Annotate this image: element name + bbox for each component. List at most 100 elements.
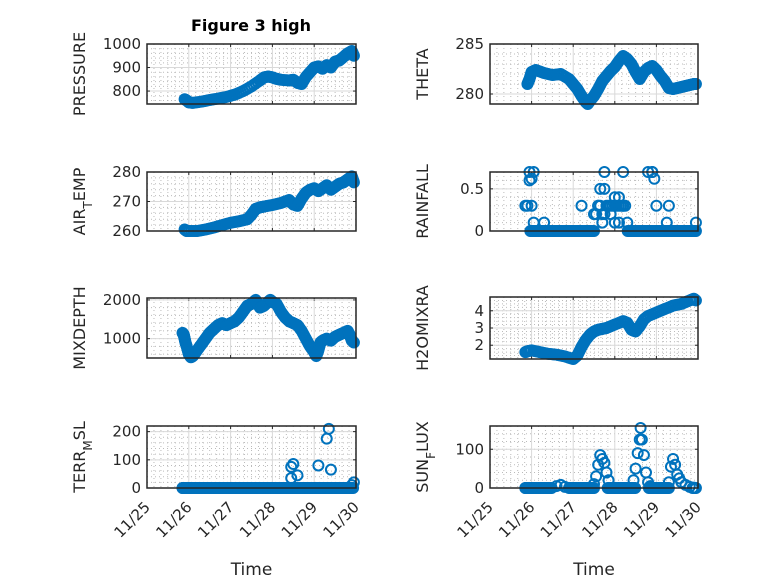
x-tick-label: 11/27 xyxy=(537,498,580,541)
axes-h2omixra: 234 H2OMIXRA xyxy=(413,285,702,371)
data-point xyxy=(592,199,605,212)
data-point xyxy=(637,449,650,462)
data-point xyxy=(312,459,325,472)
y-tick-label: 280 xyxy=(455,85,484,103)
x-tick-label: 11/26 xyxy=(495,498,538,541)
axes-mixdepth: 1000 2000 MIXDEPTH xyxy=(70,286,360,370)
y-axis-label: AIRTEMP xyxy=(70,167,95,235)
y-tick-label: 1000 xyxy=(103,35,141,53)
y-axis-label: PRESSURE xyxy=(70,32,89,116)
data-point xyxy=(689,78,702,90)
data-point xyxy=(635,433,648,446)
data-point xyxy=(600,466,613,479)
y-axis-label: THETA xyxy=(413,48,432,100)
data-point xyxy=(525,172,538,185)
data-point xyxy=(590,470,603,483)
axes-box xyxy=(146,43,357,105)
data-point xyxy=(285,460,298,473)
axes-box xyxy=(489,296,699,360)
y-tick-label: 1000 xyxy=(103,330,141,348)
axes-box xyxy=(489,171,699,232)
data-point xyxy=(291,469,304,482)
axes-pressure: 800 900 1000 PRESSURE xyxy=(70,32,360,116)
data-point xyxy=(667,452,680,465)
data-point xyxy=(634,421,647,434)
data-point xyxy=(650,199,663,212)
y-axis-label: H2OMIXRA xyxy=(413,285,432,371)
data-point xyxy=(608,191,621,204)
plot-area xyxy=(147,426,356,488)
data-point xyxy=(629,462,642,475)
data-point xyxy=(689,294,702,307)
x-tick-label: 11/25 xyxy=(454,498,497,541)
y-tick-label: 200 xyxy=(112,423,141,441)
y-tick-label: 3 xyxy=(474,319,484,337)
data-point xyxy=(347,176,360,189)
data-point xyxy=(631,447,644,460)
axes-theta: 280 285 THETA xyxy=(413,35,702,110)
x-axis-label: Time xyxy=(230,560,273,580)
axes-air_temp: 260 270 280 AIRTEMP xyxy=(70,163,360,240)
series-air_temp xyxy=(178,170,360,237)
y-tick-label: 285 xyxy=(455,35,484,53)
y-axis-label: SUNFLUX xyxy=(413,421,438,493)
series-theta xyxy=(521,50,702,110)
data-point xyxy=(347,49,360,62)
data-point xyxy=(324,463,337,476)
figure-title: Figure 3 high xyxy=(191,16,311,35)
x-tick-label: 11/26 xyxy=(152,498,195,541)
x-tick-label: 11/28 xyxy=(236,498,279,541)
axes-box xyxy=(489,425,699,489)
data-point xyxy=(525,199,538,212)
y-tick-label: 270 xyxy=(112,193,141,211)
series-mixdepth xyxy=(176,293,360,364)
axes-box xyxy=(146,425,357,489)
data-point xyxy=(521,199,534,212)
data-point xyxy=(608,216,621,229)
y-axis-label: MIXDEPTH xyxy=(70,286,89,369)
y-tick-label: 260 xyxy=(112,222,141,240)
x-tick-label: 11/25 xyxy=(111,498,154,541)
data-point xyxy=(598,182,611,195)
data-point xyxy=(612,216,625,229)
y-tick-label: 0 xyxy=(474,479,484,497)
data-point xyxy=(287,458,300,471)
x-tick-label: 11/29 xyxy=(278,498,321,541)
data-point xyxy=(347,336,360,349)
y-tick-label: 100 xyxy=(455,440,484,458)
y-tick-label: 280 xyxy=(112,163,141,181)
data-point xyxy=(662,199,675,212)
y-tick-label: 4 xyxy=(474,302,484,320)
axes-terr_msl: 0 100 200 TERRMSL 11/2511/2611/2711/2811/291… xyxy=(70,421,363,580)
axes-box xyxy=(146,297,357,359)
y-tick-label: 0 xyxy=(131,479,141,497)
y-tick-label: 0 xyxy=(474,222,484,240)
data-point xyxy=(322,422,335,435)
y-tick-label: 0.5 xyxy=(460,180,484,198)
axes-box xyxy=(146,171,357,232)
x-tick-label: 11/27 xyxy=(194,498,237,541)
data-point xyxy=(596,216,609,229)
axes-sun_flux: 0 100 SUNFLUX 11/2511/2611/2711/2811/2911/3… xyxy=(413,421,705,580)
data-point xyxy=(575,199,588,212)
x-tick-label: 11/28 xyxy=(578,498,621,541)
y-axis-label: RAINFALL xyxy=(413,164,432,239)
x-axis-label: Time xyxy=(572,560,615,580)
y-tick-label: 2000 xyxy=(103,291,141,309)
axes-rainfall: 0 0.5 RAINFALL xyxy=(413,164,702,240)
y-tick-label: 800 xyxy=(112,82,141,100)
y-tick-label: 2 xyxy=(474,336,484,354)
y-axis-label: TERRMSL xyxy=(70,421,95,494)
y-tick-label: 100 xyxy=(112,451,141,469)
y-tick-label: 900 xyxy=(112,59,141,77)
x-tick-label: 11/29 xyxy=(620,498,663,541)
data-point xyxy=(594,182,607,195)
data-point xyxy=(617,199,630,212)
x-tick-label: 11/30 xyxy=(662,498,705,541)
data-point xyxy=(648,172,661,185)
axes-box xyxy=(489,43,699,105)
series-pressure xyxy=(178,45,360,109)
x-tick-label: 11/30 xyxy=(320,498,363,541)
